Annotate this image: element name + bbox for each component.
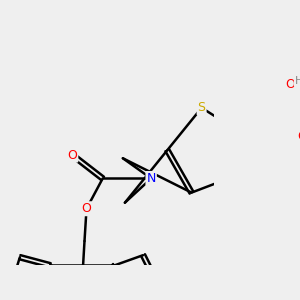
Text: S: S xyxy=(198,101,206,114)
Text: O: O xyxy=(82,202,92,215)
Text: O: O xyxy=(68,148,77,161)
Text: N: N xyxy=(146,172,156,185)
Text: H: H xyxy=(295,76,300,86)
Text: O: O xyxy=(286,78,296,91)
Text: O: O xyxy=(298,130,300,142)
